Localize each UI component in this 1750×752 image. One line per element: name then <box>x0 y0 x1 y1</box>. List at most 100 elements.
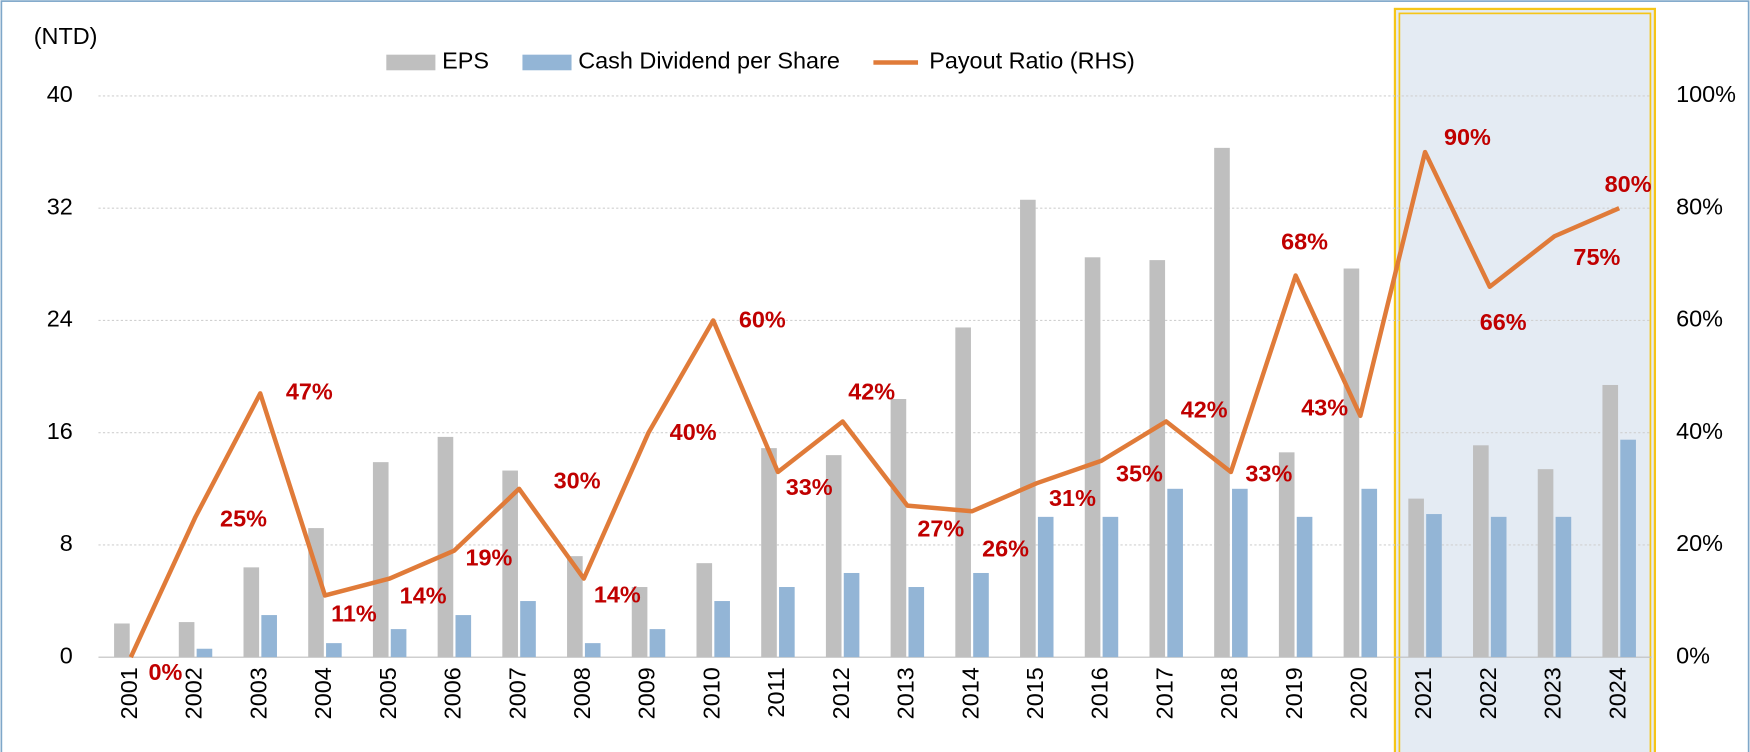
x-tick-label: 2006 <box>440 667 466 719</box>
bar <box>1426 514 1442 658</box>
bar <box>584 643 601 658</box>
bar <box>1232 488 1248 658</box>
bar <box>973 572 989 658</box>
bar <box>1037 516 1054 658</box>
x-tick-label: 2002 <box>181 667 207 719</box>
x-tick-label: 2007 <box>504 667 530 719</box>
bar <box>714 601 730 658</box>
bar <box>243 567 260 658</box>
data-label: 40% <box>670 419 717 445</box>
x-tick-label: 2003 <box>245 667 271 719</box>
bar <box>843 572 860 658</box>
y-tick-label: 24 <box>47 306 73 332</box>
data-label: 0% <box>148 659 182 685</box>
y-tick-label: 8 <box>60 530 73 556</box>
data-label: 90% <box>1444 124 1491 150</box>
bar <box>1537 469 1554 658</box>
x-tick-label: 2012 <box>828 667 854 719</box>
x-tick-label: 2004 <box>310 667 336 719</box>
y-tick-label: 32 <box>47 193 73 219</box>
y2-tick-label: 60% <box>1676 306 1723 332</box>
data-label: 43% <box>1301 394 1348 420</box>
bar <box>825 455 842 658</box>
x-tick-label: 2020 <box>1346 667 1372 719</box>
data-label: 47% <box>286 379 333 405</box>
data-label: 26% <box>982 535 1029 561</box>
bar <box>955 327 971 658</box>
bar <box>1149 260 1166 658</box>
x-tick-label: 2015 <box>1022 667 1048 719</box>
x-tick-label: 2001 <box>116 667 142 719</box>
legend-swatch <box>522 54 572 71</box>
y2-tick-label: 80% <box>1676 193 1723 219</box>
bar <box>1343 268 1360 658</box>
x-tick-label: 2014 <box>957 667 983 719</box>
bar <box>372 462 389 658</box>
bar <box>1020 199 1036 658</box>
bar <box>502 470 518 658</box>
legend-label: Payout Ratio (RHS) <box>929 48 1135 74</box>
bar <box>437 436 454 658</box>
legend-label: EPS <box>442 48 489 74</box>
x-tick-label: 2011 <box>763 667 789 717</box>
x-tick-label: 2016 <box>1087 667 1113 719</box>
data-label: 11% <box>331 601 377 627</box>
x-tick-label: 2018 <box>1216 667 1242 719</box>
bar <box>908 587 925 658</box>
y2-tick-label: 20% <box>1676 530 1723 556</box>
x-tick-label: 2023 <box>1540 667 1566 719</box>
bar <box>631 587 648 658</box>
bar <box>1102 516 1119 658</box>
bar <box>196 648 213 658</box>
bar <box>1084 257 1101 658</box>
x-tick-label: 2008 <box>569 667 595 719</box>
data-label: 14% <box>400 583 447 609</box>
bar <box>178 622 195 658</box>
data-label: 35% <box>1116 460 1163 486</box>
bar <box>390 629 407 658</box>
bar <box>1167 488 1183 658</box>
x-tick-label: 2019 <box>1281 667 1307 719</box>
x-tick-label: 2010 <box>698 667 724 719</box>
data-label: 75% <box>1573 244 1620 270</box>
data-label: 66% <box>1480 309 1527 335</box>
data-label: 27% <box>917 515 964 541</box>
x-tick-label: 2022 <box>1475 667 1501 719</box>
line <box>128 149 1621 659</box>
y-tick-label: 0 <box>60 642 73 668</box>
bar <box>1555 516 1572 658</box>
bar <box>1602 384 1619 658</box>
data-label: 33% <box>1245 460 1292 486</box>
bar <box>567 556 583 658</box>
data-label: 33% <box>786 474 833 500</box>
legend-swatch <box>386 54 436 71</box>
bar <box>326 643 342 658</box>
data-label: 60% <box>739 307 786 333</box>
bar <box>261 615 277 658</box>
bar <box>1278 452 1295 658</box>
y2-tick-label: 100% <box>1676 81 1736 107</box>
bar <box>761 448 777 658</box>
bar <box>1473 445 1489 658</box>
y-tick-label: 16 <box>47 418 73 444</box>
highlight-box-inner <box>1398 12 1652 752</box>
data-label: 80% <box>1605 171 1652 197</box>
legend-label: Cash Dividend per Share <box>578 48 840 74</box>
data-label: 19% <box>466 545 513 571</box>
bar <box>1408 498 1424 658</box>
bar <box>649 629 666 658</box>
bar <box>1296 516 1313 658</box>
y2-tick-label: 40% <box>1676 418 1723 444</box>
data-label: 14% <box>594 582 641 608</box>
data-label: 30% <box>554 467 601 493</box>
bar <box>779 587 795 658</box>
data-label: 42% <box>848 379 895 405</box>
y-axis-label: (NTD) <box>34 23 98 49</box>
bar <box>1620 439 1636 658</box>
x-tick-label: 2021 <box>1410 667 1436 719</box>
data-label: 42% <box>1181 397 1228 423</box>
bar <box>455 615 472 658</box>
